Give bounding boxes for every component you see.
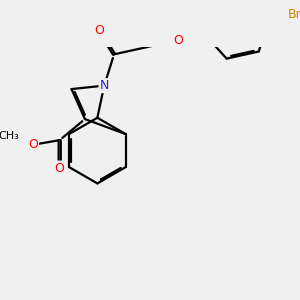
- Text: CH₃: CH₃: [0, 131, 19, 141]
- Text: O: O: [28, 138, 38, 151]
- Text: N: N: [100, 79, 109, 92]
- Text: O: O: [94, 24, 104, 37]
- Text: Br: Br: [288, 8, 300, 21]
- Text: O: O: [55, 161, 64, 175]
- Text: O: O: [173, 34, 183, 47]
